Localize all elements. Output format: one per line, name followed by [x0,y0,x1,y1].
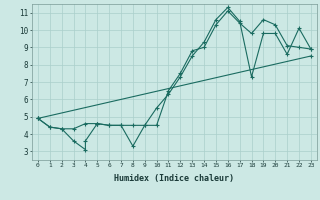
X-axis label: Humidex (Indice chaleur): Humidex (Indice chaleur) [115,174,234,183]
